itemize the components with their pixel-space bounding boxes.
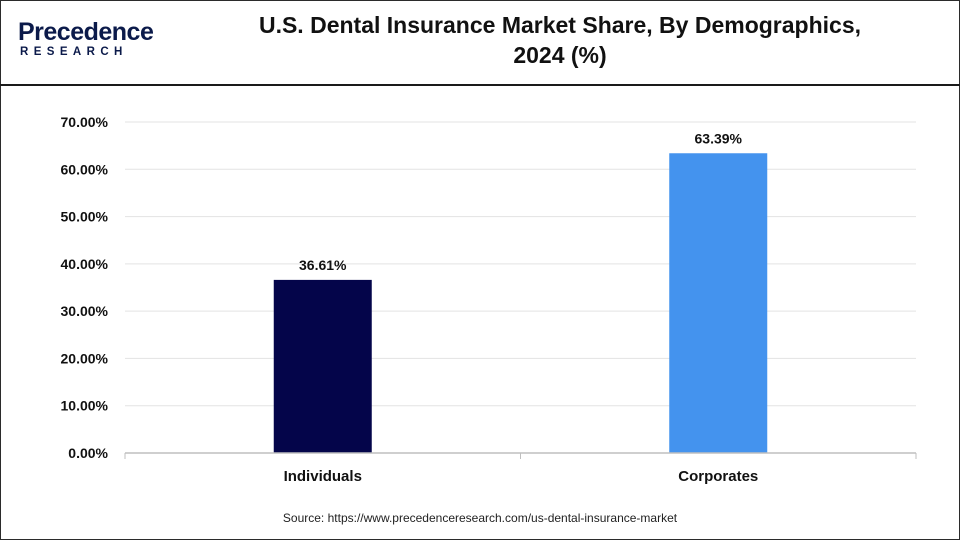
data-labels: 36.61% 63.39% (299, 130, 743, 273)
logo-sub-text: RESEARCH (20, 46, 128, 58)
category-label: Individuals (284, 468, 362, 485)
precedence-research-logo: Precedence RESEARCH (18, 18, 168, 68)
data-label: 63.39% (695, 130, 743, 146)
source-note: Source: https://www.precedenceresearch.c… (282, 511, 678, 525)
y-tick-label: 50.00% (61, 209, 109, 225)
y-tick-label: 20.00% (61, 350, 109, 366)
y-axis-tick-labels: 0.00% 10.00% 20.00% 30.00% 40.00% 50.00% 60.00… (61, 114, 109, 461)
logo-main-text: Precedence (18, 18, 154, 46)
bar-individuals (273, 279, 372, 453)
y-tick-label: 60.00% (61, 161, 109, 177)
y-tick-label: 70.00% (61, 114, 109, 130)
category-labels: Individuals Corporates (284, 468, 759, 485)
bar-chart: 0.00% 10.00% 20.00% 30.00% 40.00% 50.00% 60.00… (61, 114, 917, 485)
x-axis (124, 452, 917, 459)
data-label: 36.61% (299, 257, 347, 273)
y-tick-label: 30.00% (61, 303, 109, 319)
header: Precedence RESEARCH U.S. Dental Insuranc… (0, 0, 960, 86)
y-tick-label: 0.00% (68, 445, 108, 461)
category-label: Corporates (678, 468, 758, 485)
bars (273, 153, 768, 453)
gridlines (125, 121, 916, 407)
bar-corporates (669, 153, 768, 453)
y-tick-label: 10.00% (61, 398, 109, 414)
chart-title: U.S. Dental Insurance Market Share, By D… (258, 12, 862, 68)
y-tick-label: 40.00% (61, 256, 109, 272)
